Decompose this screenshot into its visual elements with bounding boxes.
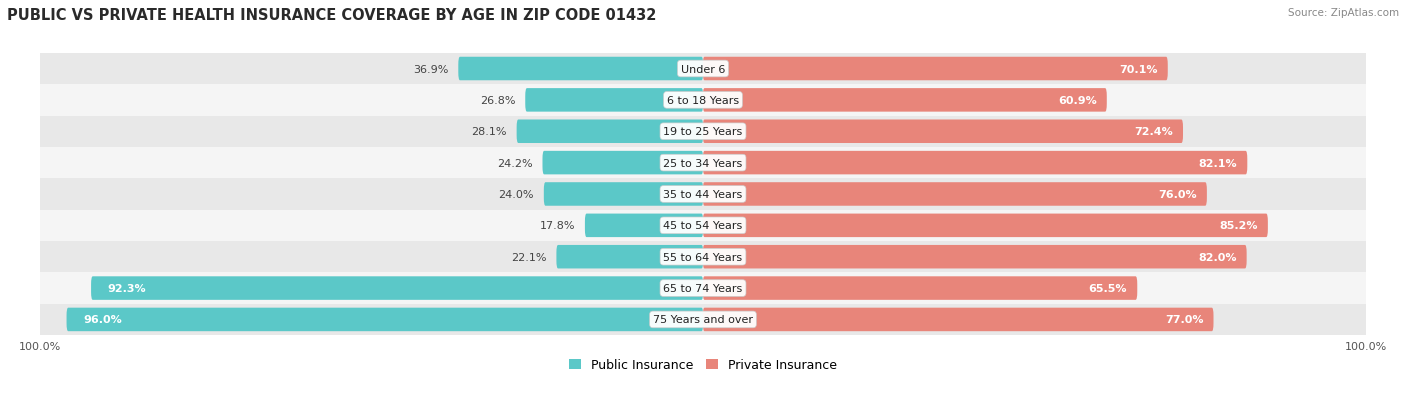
FancyBboxPatch shape: [703, 57, 1168, 81]
FancyBboxPatch shape: [91, 277, 703, 300]
Text: 35 to 44 Years: 35 to 44 Years: [664, 190, 742, 199]
FancyBboxPatch shape: [41, 116, 1365, 147]
FancyBboxPatch shape: [41, 210, 1365, 242]
FancyBboxPatch shape: [544, 183, 703, 206]
FancyBboxPatch shape: [703, 89, 1107, 112]
Text: 22.1%: 22.1%: [510, 252, 547, 262]
FancyBboxPatch shape: [526, 89, 703, 112]
Text: Under 6: Under 6: [681, 64, 725, 74]
Text: 70.1%: 70.1%: [1119, 64, 1157, 74]
Text: 26.8%: 26.8%: [479, 96, 516, 106]
FancyBboxPatch shape: [41, 273, 1365, 304]
FancyBboxPatch shape: [703, 245, 1247, 269]
FancyBboxPatch shape: [703, 183, 1206, 206]
Text: 24.2%: 24.2%: [496, 158, 533, 168]
FancyBboxPatch shape: [41, 242, 1365, 273]
FancyBboxPatch shape: [516, 120, 703, 144]
FancyBboxPatch shape: [703, 120, 1182, 144]
Text: 82.0%: 82.0%: [1198, 252, 1237, 262]
FancyBboxPatch shape: [66, 308, 703, 331]
Text: 92.3%: 92.3%: [108, 283, 146, 293]
Text: 17.8%: 17.8%: [540, 221, 575, 231]
Text: Source: ZipAtlas.com: Source: ZipAtlas.com: [1288, 8, 1399, 18]
FancyBboxPatch shape: [41, 147, 1365, 179]
Text: 65.5%: 65.5%: [1088, 283, 1128, 293]
Text: 75 Years and over: 75 Years and over: [652, 315, 754, 325]
FancyBboxPatch shape: [41, 54, 1365, 85]
Text: 72.4%: 72.4%: [1135, 127, 1173, 137]
Text: 55 to 64 Years: 55 to 64 Years: [664, 252, 742, 262]
Text: 82.1%: 82.1%: [1199, 158, 1237, 168]
FancyBboxPatch shape: [557, 245, 703, 269]
Text: 24.0%: 24.0%: [499, 190, 534, 199]
Text: 36.9%: 36.9%: [413, 64, 449, 74]
Text: 60.9%: 60.9%: [1057, 96, 1097, 106]
Text: 28.1%: 28.1%: [471, 127, 506, 137]
Text: 77.0%: 77.0%: [1166, 315, 1204, 325]
FancyBboxPatch shape: [41, 179, 1365, 210]
FancyBboxPatch shape: [458, 57, 703, 81]
FancyBboxPatch shape: [41, 85, 1365, 116]
Text: 25 to 34 Years: 25 to 34 Years: [664, 158, 742, 168]
FancyBboxPatch shape: [543, 152, 703, 175]
Text: 85.2%: 85.2%: [1219, 221, 1258, 231]
Legend: Public Insurance, Private Insurance: Public Insurance, Private Insurance: [564, 353, 842, 376]
FancyBboxPatch shape: [703, 152, 1247, 175]
Text: 6 to 18 Years: 6 to 18 Years: [666, 96, 740, 106]
Text: PUBLIC VS PRIVATE HEALTH INSURANCE COVERAGE BY AGE IN ZIP CODE 01432: PUBLIC VS PRIVATE HEALTH INSURANCE COVER…: [7, 8, 657, 23]
FancyBboxPatch shape: [41, 304, 1365, 335]
Text: 19 to 25 Years: 19 to 25 Years: [664, 127, 742, 137]
Text: 65 to 74 Years: 65 to 74 Years: [664, 283, 742, 293]
Text: 45 to 54 Years: 45 to 54 Years: [664, 221, 742, 231]
Text: 96.0%: 96.0%: [83, 315, 122, 325]
FancyBboxPatch shape: [703, 214, 1268, 237]
FancyBboxPatch shape: [585, 214, 703, 237]
Text: 76.0%: 76.0%: [1159, 190, 1197, 199]
FancyBboxPatch shape: [703, 308, 1213, 331]
FancyBboxPatch shape: [703, 277, 1137, 300]
